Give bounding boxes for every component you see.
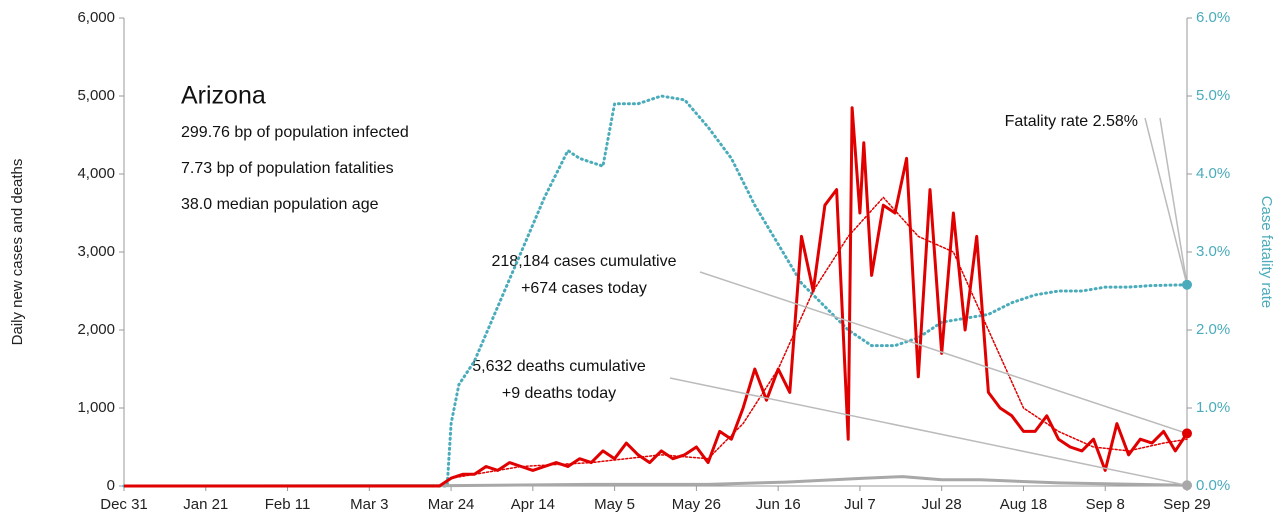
y2-tick-label: 2.0% <box>1196 321 1230 338</box>
y2-tick-label: 6.0% <box>1196 9 1230 26</box>
y2-axis-label: Case fatality rate <box>1258 196 1275 309</box>
x-tick-label: Jul 7 <box>844 496 876 513</box>
y-tick-label: 1,000 <box>77 399 115 416</box>
info-line: 299.76 bp of population infected <box>181 124 409 141</box>
end-dot <box>1182 480 1192 491</box>
x-tick-label: Aug 18 <box>1000 496 1048 513</box>
annotation: 5,632 deaths cumulative <box>472 358 646 375</box>
x-tick-label: Sep 8 <box>1086 496 1125 513</box>
x-tick-label: Jan 21 <box>183 496 228 513</box>
annotation: Fatality rate 2.58% <box>1005 113 1138 130</box>
series-line <box>123 475 1188 488</box>
annotation: 218,184 cases cumulative <box>492 253 677 270</box>
y2-tick-label: 1.0% <box>1196 399 1230 416</box>
series-line <box>450 196 1188 479</box>
x-tick-label: May 5 <box>594 496 635 513</box>
leader-line <box>699 271 1188 435</box>
x-tick-label: Mar 24 <box>428 496 475 513</box>
x-tick-label: Jun 16 <box>756 496 801 513</box>
x-tick-label: May 26 <box>672 496 721 513</box>
series-line <box>122 94 1189 488</box>
x-tick-label: Jul 28 <box>922 496 962 513</box>
leader-line <box>1159 117 1188 285</box>
y2-tick-label: 0.0% <box>1196 477 1230 494</box>
y2-tick-label: 3.0% <box>1196 243 1230 260</box>
series-line <box>124 106 1189 488</box>
state-title: Arizona <box>181 82 266 110</box>
y2-tick-label: 4.0% <box>1196 165 1230 182</box>
end-dot <box>1182 428 1192 439</box>
y-tick-label: 0 <box>107 477 115 494</box>
y-tick-label: 5,000 <box>77 87 115 104</box>
info-line: 7.73 bp of population fatalities <box>181 160 394 177</box>
leader-line <box>1144 117 1188 285</box>
y-tick-label: 6,000 <box>77 9 115 26</box>
x-tick-label: Sep 29 <box>1163 496 1211 513</box>
y-axis-label: Daily new cases and deaths <box>9 159 26 346</box>
x-tick-label: Feb 11 <box>265 496 311 513</box>
x-tick-label: Apr 14 <box>511 496 555 513</box>
annotation: +9 deaths today <box>502 385 616 402</box>
x-tick-label: Dec 31 <box>100 496 148 513</box>
leader-line <box>669 377 1188 487</box>
end-dot <box>1182 279 1192 290</box>
y-tick-label: 3,000 <box>77 243 115 260</box>
y-tick-label: 2,000 <box>77 321 115 338</box>
annotation: +674 cases today <box>521 280 647 297</box>
x-tick-label: Mar 3 <box>350 496 388 513</box>
info-line: 38.0 median population age <box>181 196 379 213</box>
y-tick-label: 4,000 <box>77 165 115 182</box>
y2-tick-label: 5.0% <box>1196 87 1230 104</box>
